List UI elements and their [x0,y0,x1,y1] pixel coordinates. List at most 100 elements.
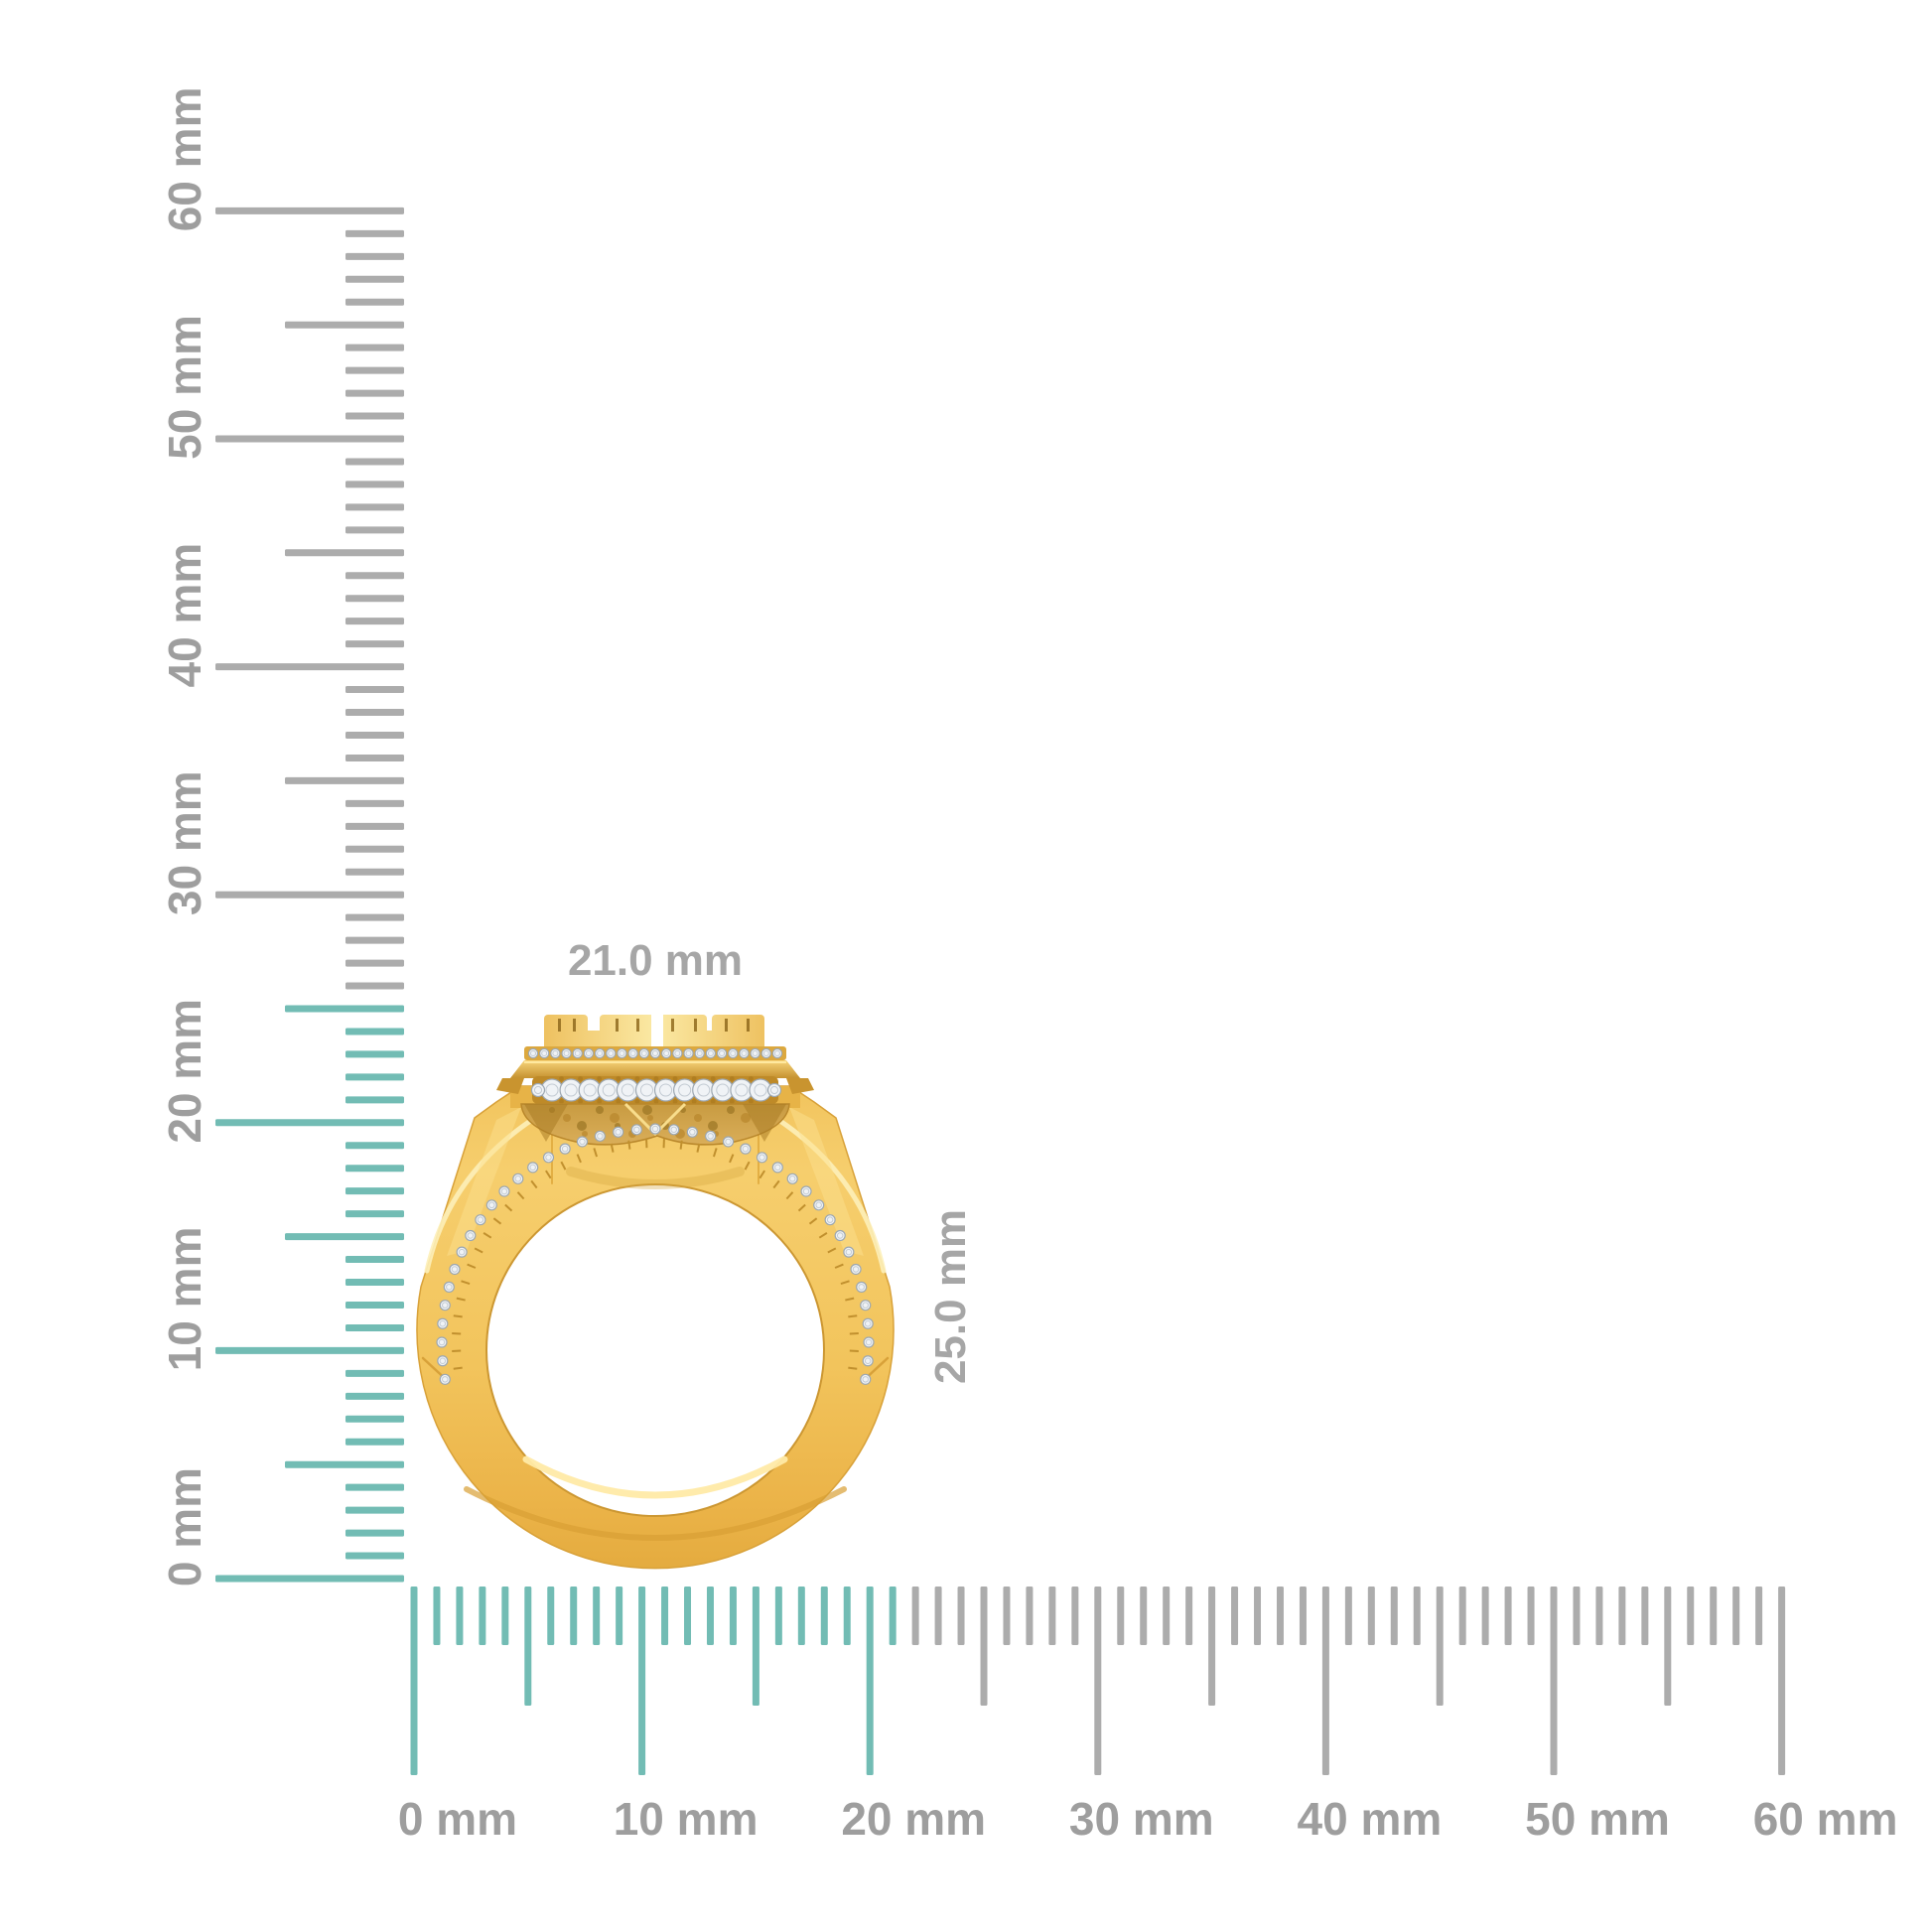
ruler-tick-40mm [1321,1587,1329,1775]
diamond-facet [759,1154,765,1162]
diamond-facet [442,1302,449,1309]
vertical-ruler-label: 20 mm [159,999,210,1144]
diamond-stone [813,1199,825,1211]
diamond-facet [685,1049,692,1057]
ruler-tick-17mm [797,1587,805,1645]
diamond-facet [651,1049,659,1057]
milgrain-tick [834,1263,844,1269]
diamond-facet [865,1338,873,1346]
milgrain-tick [453,1366,463,1370]
diamond-facet [741,1049,748,1057]
diamond-stone [863,1336,875,1348]
diamond-stone [617,1047,627,1059]
milgrain-tick [785,1191,794,1200]
diamond-facet [533,1085,543,1095]
diamond-facet [608,1049,615,1057]
ruler-tick-33mm [345,822,404,830]
diamond-stone [576,1136,589,1148]
ruler-tick-6mm [345,1438,404,1446]
ruler-tick-49mm [345,458,404,466]
ruler-tick-19mm [345,1142,404,1150]
ruler-tick-11mm [345,1323,404,1331]
ring-prong-crown [544,1015,764,1050]
horizontal-ruler-label: 50 mm [1525,1793,1670,1845]
ruler-tick-54mm [345,344,404,351]
ruler-tick-59mm [345,229,404,237]
ruler-tick-45mm [285,549,404,557]
diamond-stone [800,1185,812,1197]
diamond-stone [606,1047,617,1059]
diamond-stone [843,1246,855,1258]
ruler-tick-43mm [345,595,404,603]
horizontal-ruler-label: 0 mm [398,1793,517,1845]
ruler-tick-4mm [501,1587,509,1645]
ruler-tick-22mm [911,1587,919,1645]
milgrain-tick [593,1148,599,1158]
diamond-facet [477,1216,484,1223]
diamond-facet [585,1049,592,1057]
diamond-facet [678,1083,692,1097]
milgrain-bead [691,1076,697,1081]
ruler-tick-13mm [706,1587,714,1645]
bowl-speckle [577,1121,587,1131]
ruler-tick-36mm [1231,1587,1239,1645]
milgrain-bead [597,1076,603,1081]
diamond-facet [621,1083,634,1097]
ruler-tick-32mm [345,845,404,853]
diamond-facet [788,1175,796,1182]
ruler-tick-12mm [684,1587,692,1645]
diamond-stone [716,1047,728,1059]
diamond-stone [439,1300,451,1311]
milgrain-tick [456,1297,466,1302]
ruler-tick-27mm [1026,1587,1034,1645]
diamond-facet [514,1175,522,1182]
diamond-facet [561,1145,569,1153]
diamond-stone [728,1047,739,1059]
ruler-tick-27mm [345,959,404,967]
diamond-stone [437,1355,449,1367]
diamond-facet [845,1248,853,1256]
ruler-tick-8mm [593,1587,601,1645]
ruler-tick-4mm [345,1483,404,1491]
diamond-facet [689,1129,696,1136]
diamond-stone [686,1126,698,1138]
milgrain-tick [627,1140,631,1150]
milgrain-bead [653,1099,659,1104]
diamond-stone [530,1082,546,1098]
bowl-speckle [727,1106,735,1114]
diamond-stone [583,1047,595,1059]
diamond-facet [742,1145,750,1153]
milgrain-bead [672,1076,678,1081]
bowl-speckle [582,1131,588,1137]
ruler-tick-42mm [345,618,404,625]
ruler-tick-52mm [345,389,404,397]
ruler-tick-25mm [285,1005,404,1013]
milgrain-bead [578,1099,583,1104]
diamond-stone [824,1214,836,1226]
ruler-tick-1mm [345,1552,404,1560]
ruler-tick-18mm [820,1587,828,1645]
milgrain-tick [848,1366,858,1370]
vertical-ruler-label: 10 mm [159,1227,210,1372]
milgrain-tick [818,1232,828,1239]
diamond-facet [633,1126,640,1134]
ruler-tick-56mm [345,298,404,306]
milgrain-tick [848,1314,858,1318]
diamond-stone [862,1355,874,1367]
diamond-facet [597,1049,604,1057]
ruler-tick-10mm [638,1587,646,1775]
diamond-stone [485,1199,497,1211]
diamond-facet [488,1201,495,1209]
milgrain-bead [616,1099,621,1104]
prong-merlon [544,1015,588,1035]
prong-slit [694,1019,697,1032]
ruler-tick-15mm [752,1587,759,1706]
halo-stone-row [527,1047,783,1059]
diamond-stone [705,1130,717,1142]
diamond-facet [707,1133,714,1140]
diamond-facet [696,1049,703,1057]
ruler-tick-59mm [1755,1587,1763,1645]
milgrain-tick [845,1297,855,1302]
diamond-stone [559,1143,571,1155]
ruler-tick-56mm [1687,1587,1695,1645]
